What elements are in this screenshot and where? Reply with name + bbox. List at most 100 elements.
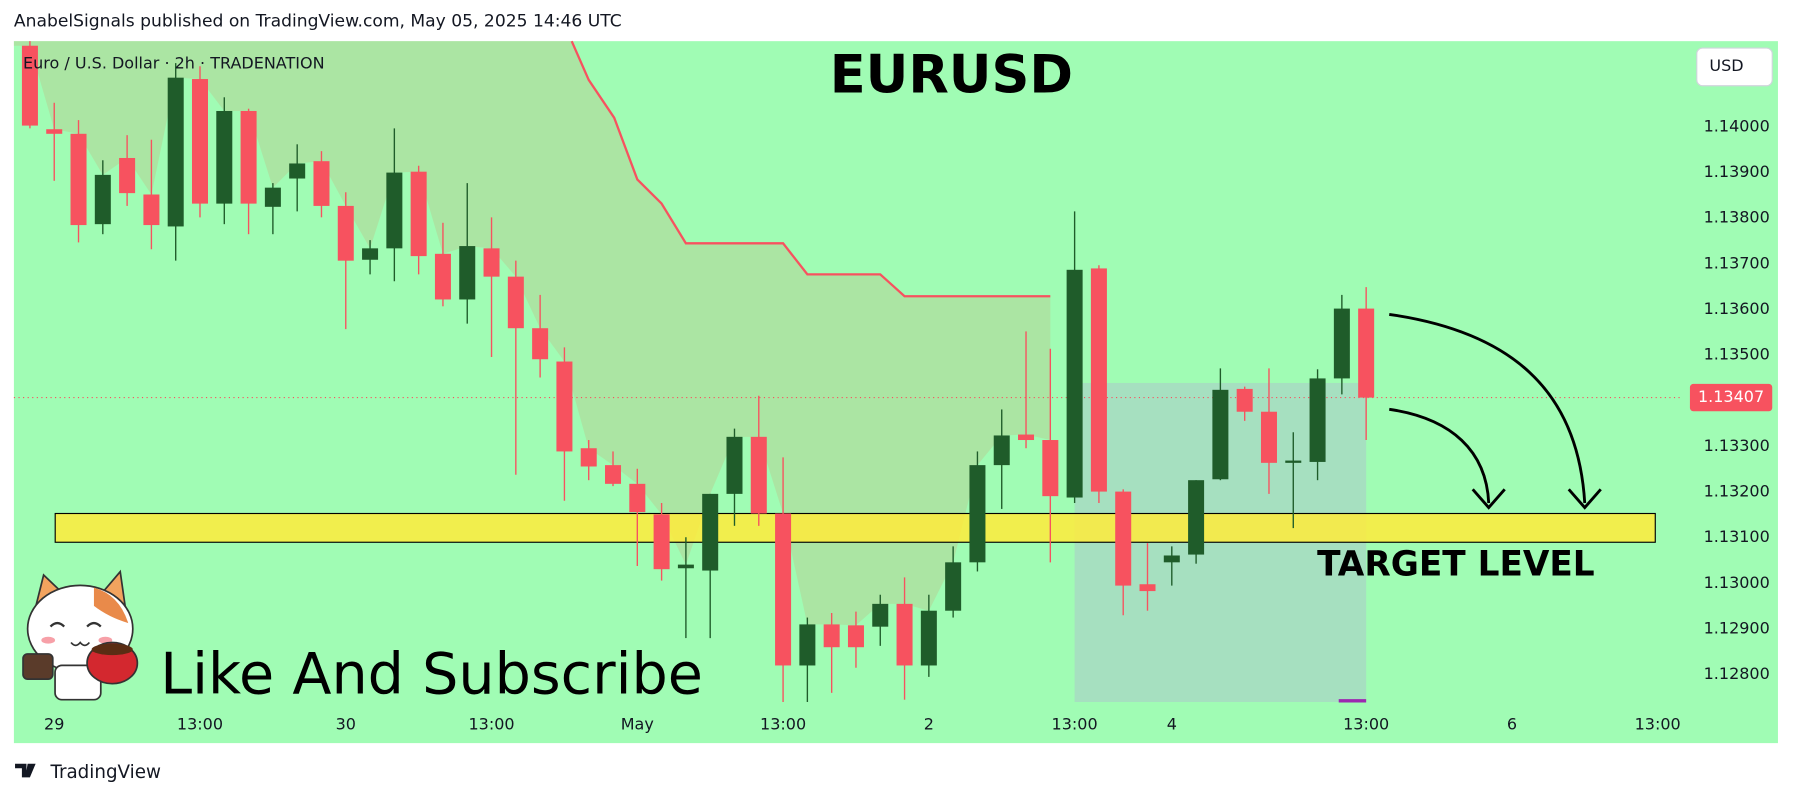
candle-body [1285, 460, 1302, 463]
footer-text: TradingView [49, 762, 161, 783]
candle-body [556, 361, 573, 452]
candle-body [46, 129, 63, 134]
y-tick-label: 1.13700 [1704, 253, 1770, 272]
x-tick-label: 13:00 [177, 714, 223, 733]
candle-body [483, 248, 500, 277]
x-tick-label: 29 [44, 714, 64, 733]
candle-body [1236, 388, 1253, 412]
candle-body [896, 603, 913, 666]
x-tick-label: 13:00 [760, 714, 806, 733]
candle-body [191, 79, 209, 204]
last-price-label: 1.13407 [1698, 387, 1764, 406]
header: AnabelSignals published on TradingView.c… [14, 12, 622, 32]
x-tick-label: 13:00 [1343, 714, 1389, 733]
candle-body [1066, 269, 1083, 498]
candle-body [872, 603, 889, 627]
candle-body [507, 276, 524, 329]
candle-body [313, 161, 330, 206]
x-tick-label: May [621, 714, 654, 733]
cat-coffee [91, 643, 133, 656]
candle-body [1115, 491, 1132, 586]
arrow-curve [1389, 407, 1491, 504]
arrow-curve [1389, 312, 1587, 504]
x-tick-label: 6 [1507, 714, 1517, 733]
candle-body [532, 328, 549, 360]
candle-body [702, 493, 719, 571]
y-tick-label: 1.13300 [1704, 436, 1770, 455]
target-label: TARGET LEVEL [1317, 545, 1595, 585]
candle-body [362, 248, 379, 260]
candle-body [653, 514, 670, 570]
candle-body [264, 187, 281, 207]
x-tick-label: 13:00 [468, 714, 514, 733]
candle-body [847, 625, 864, 648]
candle-body [337, 205, 354, 261]
candle-body [1139, 584, 1156, 592]
cat-icon [22, 569, 139, 701]
currency-button[interactable] [1696, 47, 1773, 87]
candle-body [1042, 440, 1059, 497]
candle-body [969, 465, 986, 563]
candle-body [289, 163, 306, 179]
y-tick-label: 1.13500 [1704, 345, 1770, 364]
candle-body [240, 110, 257, 204]
candle-body [1260, 411, 1277, 463]
cat-eyes [49, 621, 102, 628]
candle-body [1212, 389, 1229, 480]
y-tick-label: 1.14000 [1704, 116, 1770, 135]
candle-body [1358, 308, 1375, 398]
cat-cup-small [22, 653, 54, 680]
candles-layer [13, 40, 1681, 702]
candle-body [1188, 480, 1205, 555]
arrow-head [1471, 488, 1506, 510]
candle-body [775, 513, 792, 666]
candle-body [434, 253, 451, 300]
y-tick-label: 1.13200 [1704, 482, 1770, 501]
candle-body [386, 172, 403, 249]
last-price-tag [1689, 383, 1773, 412]
cat-mouth [70, 641, 91, 647]
logo-mark [15, 763, 36, 778]
candle-body [799, 624, 816, 666]
candle-body [167, 77, 184, 227]
y-tick-label: 1.12900 [1704, 618, 1770, 637]
trend-line [570, 40, 1051, 298]
candle-body [823, 624, 840, 648]
x-tick-label: 2 [924, 714, 934, 733]
candle-body [605, 465, 622, 484]
promo-text: Like And Subscribe [160, 642, 703, 708]
currency-label[interactable]: USD [1709, 56, 1743, 75]
candle-body [580, 448, 597, 467]
y-tick-label: 1.12800 [1704, 664, 1770, 683]
chart-title: EURUSD [830, 44, 1073, 105]
x-tick-label: 30 [336, 714, 356, 733]
cat-body [54, 664, 102, 701]
candle-body [726, 436, 743, 494]
plot-area [13, 41, 1778, 744]
cat-patch [93, 587, 129, 624]
candle-body [216, 110, 233, 204]
arrow-head [1567, 488, 1602, 510]
candle-body [677, 564, 694, 569]
candle-body [1090, 268, 1107, 492]
candle-body [21, 45, 38, 126]
symbol-info: Euro / U.S. Dollar · 2h · TRADENATION [23, 54, 325, 73]
candle-body [750, 436, 767, 514]
candle-body [629, 483, 646, 513]
candle-body [410, 171, 427, 257]
candle-body [993, 435, 1010, 466]
footer-logo [15, 763, 36, 778]
arrows [1389, 312, 1602, 510]
candle-body [1018, 434, 1035, 441]
cat-cheek [41, 636, 56, 644]
candle-body [143, 194, 160, 226]
candle-body [70, 133, 87, 226]
candle-body [459, 246, 476, 300]
y-tick-label: 1.13800 [1704, 208, 1770, 227]
candle-body [945, 562, 962, 611]
x-tick-label: 13:00 [1635, 714, 1681, 733]
overlay-layer: 1.12800 1.12900 1.13000 1.13100 1.13200 1.133… [44, 116, 1773, 733]
y-tick-label: 1.13900 [1704, 162, 1770, 181]
y-tick-label: 1.13100 [1704, 527, 1770, 546]
